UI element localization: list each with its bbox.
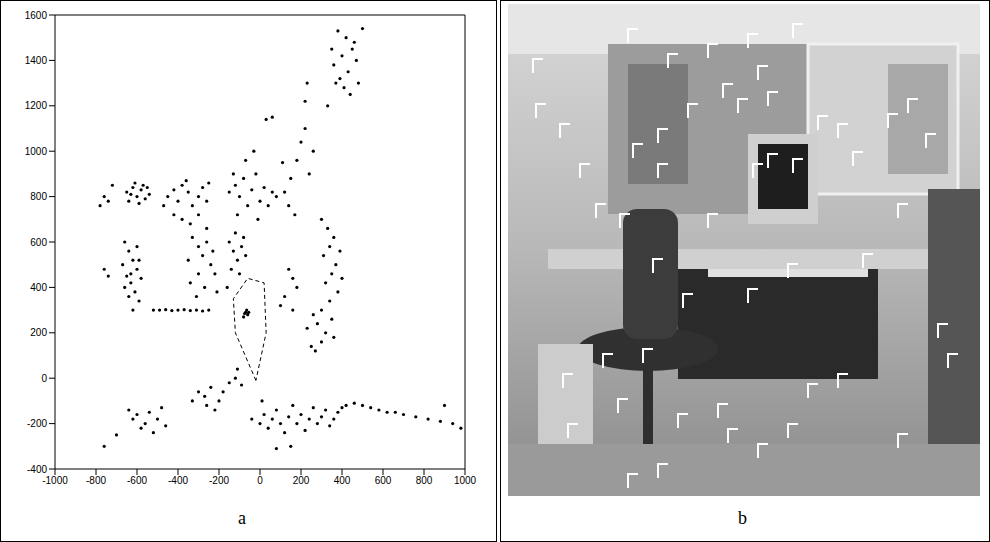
svg-text:-200: -200 [209,475,229,486]
svg-text:1200: 1200 [25,100,48,111]
svg-text:-800: -800 [86,475,106,486]
html-text:b: b [738,508,747,528]
svg-text:1400: 1400 [25,55,48,66]
svg-text:0: 0 [257,475,263,486]
svg-text:600: 600 [30,237,47,248]
svg-text:-1000: -1000 [42,475,68,486]
svg-text:800: 800 [416,475,433,486]
svg-text:200: 200 [293,475,310,486]
svg-text:1000: 1000 [454,475,477,486]
svg-text:-200: -200 [27,418,47,429]
svg-text:400: 400 [334,475,351,486]
svg-text:-600: -600 [127,475,147,486]
svg-text:-400: -400 [168,475,188,486]
svg-text:800: 800 [30,191,47,202]
html-text:a: a [238,508,246,528]
svg-text:600: 600 [375,475,392,486]
svg-text:400: 400 [30,282,47,293]
svg-text:0: 0 [41,373,47,384]
svg-text:200: 200 [30,327,47,338]
svg-text:-400: -400 [27,464,47,475]
svg-text:1000: 1000 [25,146,48,157]
svg-text:1600: 1600 [25,10,48,21]
